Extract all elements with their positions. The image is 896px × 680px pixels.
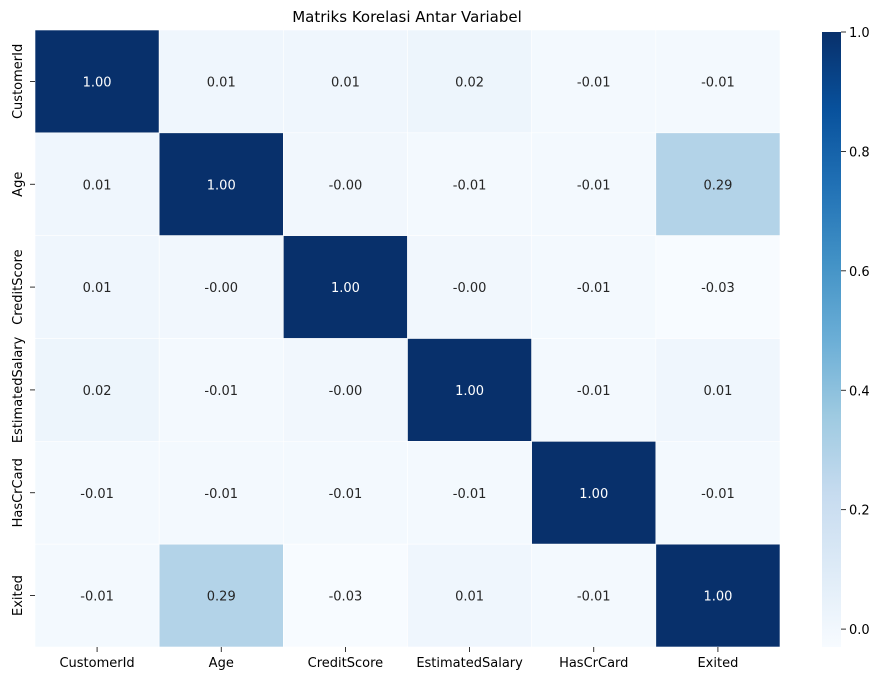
y-tick-label: CustomerId [11,44,26,119]
cell-value-label: 0.02 [455,75,484,90]
heatmap-cells [34,29,781,648]
cell-value-label: -0.01 [80,590,114,605]
heatmap-cell [655,338,781,442]
heatmap-cell-labels: 1.00 0.01 0.01 0.02 -0.01 -0.01 0.01 1.00 -0.00 -… [80,75,734,604]
cell-value-label: -0.01 [453,487,487,502]
heatmap-cell [34,235,160,339]
colorbar: 0.0 0.2 0.4 0.6 0.8 1.0 [822,26,870,647]
cell-value-label: -0.01 [453,178,487,193]
colorbar-tick-label: 0.6 [849,265,870,280]
cell-value-label: -0.01 [701,75,735,90]
cell-value-label: 0.01 [703,384,732,399]
heatmap-cell [158,235,284,339]
heatmap-cell [407,441,532,545]
heatmap-cell [655,235,781,339]
heatmap-cell [34,338,160,442]
cell-value-label: -0.01 [329,487,363,502]
heatmap-cell [34,132,160,236]
cell-value-label: 0.01 [455,590,484,605]
heatmap-cell [34,29,160,134]
y-tick-label: HasCrCard [11,458,26,527]
cell-value-label: 0.01 [83,281,112,296]
cell-value-label: -0.03 [329,590,363,605]
cell-value-label: -0.01 [577,281,611,296]
cell-value-label: 0.01 [331,75,360,90]
heatmap-cell [283,338,408,442]
heatmap-cell [158,338,284,442]
heatmap-cell [407,132,532,236]
heatmap-cell [407,29,532,134]
heatmap-cell [531,338,657,442]
cell-value-label: 1.00 [83,75,112,90]
chart-title: Matriks Korelasi Antar Variabel [292,8,522,26]
cell-value-label: 1.00 [207,178,236,193]
heatmap-cell [531,29,657,134]
cell-value-label: 0.29 [703,178,732,193]
cell-value-label: -0.01 [80,487,114,502]
cell-value-label: -0.01 [577,75,611,90]
cell-value-label: -0.01 [204,487,238,502]
cell-value-label: 1.00 [455,384,484,399]
heatmap-cell [158,132,284,236]
heatmap-cell [34,441,160,545]
heatmap-cell [531,235,657,339]
heatmap-cell [407,338,532,442]
cell-value-label: -0.00 [453,281,487,296]
cell-value-label: -0.01 [577,384,611,399]
heatmap-cell [158,29,284,134]
cell-value-label: -0.01 [701,487,735,502]
x-tick-label: Age [209,656,234,671]
cell-value-label: -0.01 [577,178,611,193]
x-axis: CustomerId Age CreditScore EstimatedSalary H… [59,647,738,671]
cell-value-label: 0.02 [83,384,112,399]
heatmap-cell [655,543,781,648]
colorbar-tick-label: 0.4 [849,384,870,399]
cell-value-label: -0.00 [329,178,363,193]
colorbar-tick-label: 0.2 [849,504,870,519]
heatmap-cell [531,543,657,648]
x-tick-label: CreditScore [308,656,384,671]
heatmap-cell [655,132,781,236]
y-tick-label: CreditScore [11,249,26,325]
cell-value-label: -0.00 [204,281,238,296]
cell-value-label: 1.00 [331,281,360,296]
y-tick-label: Age [11,172,26,197]
y-tick-label: EstimatedSalary [11,336,26,443]
cell-value-label: 1.00 [703,590,732,605]
colorbar-tick-label: 0.8 [849,145,870,160]
heatmap-cell [655,29,781,134]
heatmap-cell [407,543,532,648]
heatmap-cell [655,441,781,545]
x-tick-label: Exited [697,656,738,671]
x-tick-label: HasCrCard [559,656,628,671]
y-tick-label: Exited [11,575,26,616]
cell-value-label: 0.29 [207,590,236,605]
cell-value-label: 0.01 [83,178,112,193]
colorbar-tick-label: 1.0 [849,26,870,41]
cell-value-label: -0.03 [701,281,735,296]
heatmap-cell [283,29,408,134]
colorbar-tick-label: 0.0 [849,623,870,638]
heatmap-cell [34,543,160,648]
heatmap-cell [158,441,284,545]
cell-value-label: -0.01 [204,384,238,399]
heatmap-cell [407,235,532,339]
colorbar-bar [822,32,841,647]
cell-value-label: -0.01 [577,590,611,605]
x-tick-label: EstimatedSalary [416,656,523,671]
cell-value-label: -0.00 [329,384,363,399]
heatmap-cell [531,441,657,545]
cell-value-label: 0.01 [207,75,236,90]
heatmap-cell [283,235,408,339]
y-axis: CustomerId Age CreditScore EstimatedSalary H… [11,44,35,616]
cell-value-label: 1.00 [579,487,608,502]
x-tick-label: CustomerId [59,656,134,671]
heatmap-cell [283,441,408,545]
